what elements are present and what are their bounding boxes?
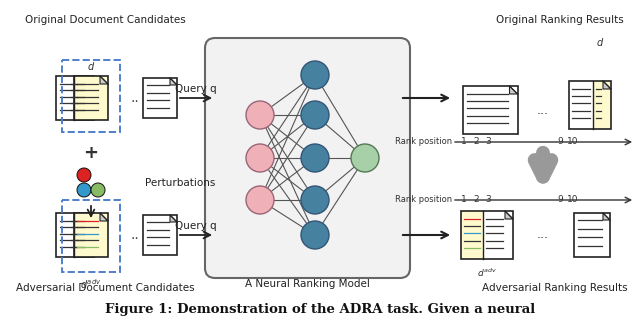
Text: Original Ranking Results: Original Ranking Results <box>496 15 624 25</box>
FancyBboxPatch shape <box>483 211 513 259</box>
Polygon shape <box>100 213 108 221</box>
FancyBboxPatch shape <box>593 81 611 129</box>
Text: A Neural Ranking Model: A Neural Ranking Model <box>245 279 370 289</box>
Text: 3: 3 <box>485 196 491 204</box>
FancyBboxPatch shape <box>569 81 593 129</box>
FancyBboxPatch shape <box>143 78 177 118</box>
FancyBboxPatch shape <box>461 211 483 259</box>
Text: Query q: Query q <box>175 84 217 94</box>
FancyBboxPatch shape <box>574 213 610 257</box>
Text: ..: .. <box>131 91 140 105</box>
Text: 10: 10 <box>567 137 579 146</box>
Text: Adversarial Document Candidates: Adversarial Document Candidates <box>16 283 195 293</box>
Polygon shape <box>603 213 610 220</box>
Text: 9: 9 <box>557 196 563 204</box>
FancyBboxPatch shape <box>143 215 177 255</box>
Polygon shape <box>86 76 94 84</box>
Polygon shape <box>100 76 108 84</box>
Text: ...: ... <box>537 103 549 116</box>
Text: 2: 2 <box>473 196 479 204</box>
Polygon shape <box>505 211 513 219</box>
Text: Adversarial Ranking Results: Adversarial Ranking Results <box>482 283 628 293</box>
Text: Perturbations: Perturbations <box>145 178 216 188</box>
Text: $d^{adv}$: $d^{adv}$ <box>80 277 102 291</box>
Text: d: d <box>597 38 603 48</box>
FancyBboxPatch shape <box>74 213 108 257</box>
Circle shape <box>301 221 329 249</box>
FancyBboxPatch shape <box>56 76 94 120</box>
Circle shape <box>77 168 91 182</box>
Circle shape <box>246 101 274 129</box>
Polygon shape <box>170 215 177 222</box>
Text: d: d <box>88 62 94 72</box>
Circle shape <box>91 183 105 197</box>
FancyBboxPatch shape <box>74 76 108 120</box>
Text: 9: 9 <box>557 137 563 146</box>
Text: ...: ... <box>537 228 549 241</box>
Text: Rank position: Rank position <box>395 137 452 146</box>
Circle shape <box>351 144 379 172</box>
Text: 2: 2 <box>473 137 479 146</box>
Circle shape <box>77 183 91 197</box>
Circle shape <box>246 186 274 214</box>
FancyBboxPatch shape <box>56 213 94 257</box>
Circle shape <box>246 144 274 172</box>
Text: ..: .. <box>131 228 140 242</box>
Text: $d^{adv}$: $d^{adv}$ <box>477 267 497 279</box>
FancyBboxPatch shape <box>205 38 410 278</box>
Circle shape <box>301 144 329 172</box>
Circle shape <box>301 101 329 129</box>
Polygon shape <box>603 81 611 89</box>
Text: Figure 1: Demonstration of the ADRA task. Given a neural: Figure 1: Demonstration of the ADRA task… <box>105 303 535 316</box>
Text: Original Document Candidates: Original Document Candidates <box>24 15 186 25</box>
Text: +: + <box>83 144 99 162</box>
Text: 1: 1 <box>461 196 467 204</box>
Text: 1: 1 <box>461 137 467 146</box>
Text: Query q: Query q <box>175 221 217 231</box>
Text: 10: 10 <box>567 196 579 204</box>
Circle shape <box>301 186 329 214</box>
FancyBboxPatch shape <box>463 86 518 134</box>
Polygon shape <box>509 86 518 94</box>
Text: 3: 3 <box>485 137 491 146</box>
Circle shape <box>301 61 329 89</box>
Text: Rank position: Rank position <box>395 196 452 204</box>
Polygon shape <box>170 78 177 85</box>
Polygon shape <box>86 213 94 221</box>
